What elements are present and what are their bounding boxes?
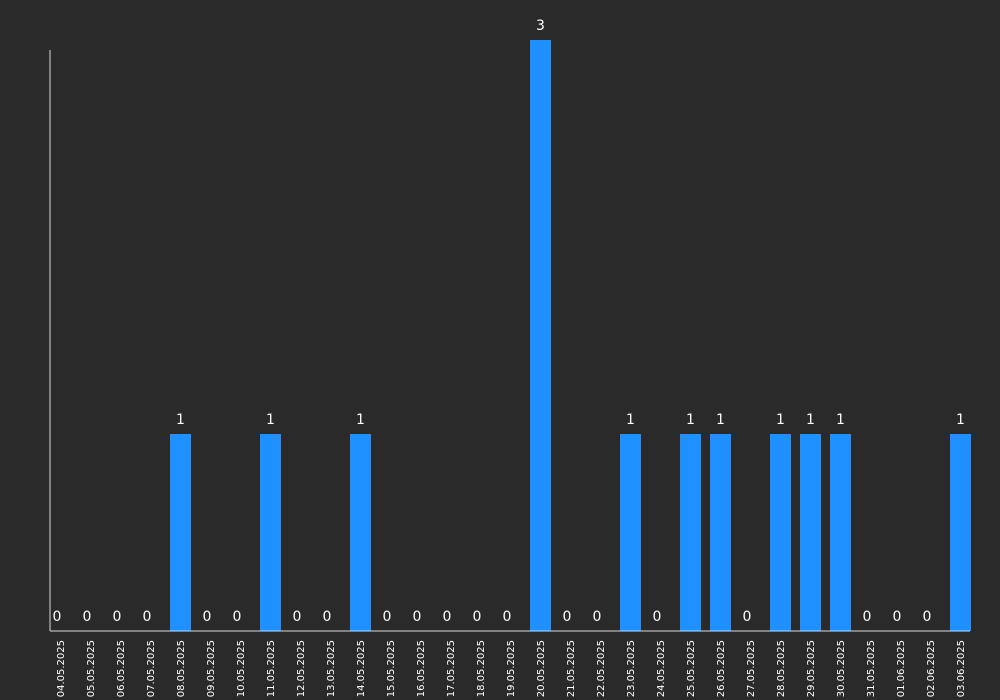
value-label-25.05.2025: 1 bbox=[686, 412, 695, 428]
value-label-30.05.2025: 1 bbox=[836, 412, 845, 428]
x-tick-label-11.05.2025: 11.05.2025 bbox=[266, 640, 277, 697]
value-label-24.05.2025: 0 bbox=[653, 609, 662, 625]
x-tick-label-03.06.2025: 03.06.2025 bbox=[956, 640, 967, 697]
x-tick-label-09.05.2025: 09.05.2025 bbox=[206, 640, 217, 697]
x-tick-label-17.05.2025: 17.05.2025 bbox=[446, 640, 457, 697]
x-tick-label-23.05.2025: 23.05.2025 bbox=[626, 640, 637, 697]
bar-20.05.2025 bbox=[530, 40, 551, 631]
value-label-01.06.2025: 0 bbox=[893, 609, 902, 625]
value-label-31.05.2025: 0 bbox=[863, 609, 872, 625]
x-tick-label-18.05.2025: 18.05.2025 bbox=[476, 640, 487, 697]
value-label-02.06.2025: 0 bbox=[923, 609, 932, 625]
x-tick-label-01.06.2025: 01.06.2025 bbox=[896, 640, 907, 697]
x-tick-label-10.05.2025: 10.05.2025 bbox=[236, 640, 247, 697]
bar-26.05.2025 bbox=[710, 434, 731, 631]
value-label-26.05.2025: 1 bbox=[716, 412, 725, 428]
bar-03.06.2025 bbox=[950, 434, 971, 631]
x-tick-label-14.05.2025: 14.05.2025 bbox=[356, 640, 367, 697]
x-tick-label-24.05.2025: 24.05.2025 bbox=[656, 640, 667, 697]
value-label-23.05.2025: 1 bbox=[626, 412, 635, 428]
value-label-19.05.2025: 0 bbox=[503, 609, 512, 625]
x-tick-label-16.05.2025: 16.05.2025 bbox=[416, 640, 427, 697]
value-label-14.05.2025: 1 bbox=[356, 412, 365, 428]
x-tick-labels-layer: 04.05.2025 05.05.2025 06.05.2025 07.05.2025… bbox=[56, 640, 967, 697]
x-tick-label-28.05.2025: 28.05.2025 bbox=[776, 640, 787, 697]
x-tick-label-05.05.2025: 05.05.2025 bbox=[86, 640, 97, 697]
x-tick-label-13.05.2025: 13.05.2025 bbox=[326, 640, 337, 697]
x-tick-label-19.05.2025: 19.05.2025 bbox=[506, 640, 517, 697]
value-label-27.05.2025: 0 bbox=[743, 609, 752, 625]
x-tick-label-30.05.2025: 30.05.2025 bbox=[836, 640, 847, 697]
x-tick-label-06.05.2025: 06.05.2025 bbox=[116, 640, 127, 697]
x-tick-label-12.05.2025: 12.05.2025 bbox=[296, 640, 307, 697]
x-tick-label-20.05.2025: 20.05.2025 bbox=[536, 640, 547, 697]
value-label-13.05.2025: 0 bbox=[323, 609, 332, 625]
bar-29.05.2025 bbox=[800, 434, 821, 631]
x-tick-label-22.05.2025: 22.05.2025 bbox=[596, 640, 607, 697]
x-tick-label-27.05.2025: 27.05.2025 bbox=[746, 640, 757, 697]
value-label-21.05.2025: 0 bbox=[563, 609, 572, 625]
x-tick-label-29.05.2025: 29.05.2025 bbox=[806, 640, 817, 697]
value-label-07.05.2025: 0 bbox=[143, 609, 152, 625]
value-label-28.05.2025: 1 bbox=[776, 412, 785, 428]
value-label-08.05.2025: 1 bbox=[176, 412, 185, 428]
value-label-18.05.2025: 0 bbox=[473, 609, 482, 625]
x-tick-label-08.05.2025: 08.05.2025 bbox=[176, 640, 187, 697]
bar-30.05.2025 bbox=[830, 434, 851, 631]
value-label-29.05.2025: 1 bbox=[806, 412, 815, 428]
bars-layer bbox=[170, 40, 971, 631]
bar-08.05.2025 bbox=[170, 434, 191, 631]
value-label-15.05.2025: 0 bbox=[383, 609, 392, 625]
bar-11.05.2025 bbox=[260, 434, 281, 631]
bar-23.05.2025 bbox=[620, 434, 641, 631]
value-label-06.05.2025: 0 bbox=[113, 609, 122, 625]
value-label-03.06.2025: 1 bbox=[956, 412, 965, 428]
value-label-10.05.2025: 0 bbox=[233, 609, 242, 625]
value-label-09.05.2025: 0 bbox=[203, 609, 212, 625]
value-label-22.05.2025: 0 bbox=[593, 609, 602, 625]
value-label-20.05.2025: 3 bbox=[536, 18, 545, 34]
x-tick-label-25.05.2025: 25.05.2025 bbox=[686, 640, 697, 697]
x-tick-label-04.05.2025: 04.05.2025 bbox=[56, 640, 67, 697]
x-tick-label-26.05.2025: 26.05.2025 bbox=[716, 640, 727, 697]
x-tick-label-31.05.2025: 31.05.2025 bbox=[866, 640, 877, 697]
value-label-04.05.2025: 0 bbox=[53, 609, 62, 625]
bar-28.05.2025 bbox=[770, 434, 791, 631]
x-tick-label-15.05.2025: 15.05.2025 bbox=[386, 640, 397, 697]
x-tick-label-07.05.2025: 07.05.2025 bbox=[146, 640, 157, 697]
bar-14.05.2025 bbox=[350, 434, 371, 631]
value-label-05.05.2025: 0 bbox=[83, 609, 92, 625]
value-label-11.05.2025: 1 bbox=[266, 412, 275, 428]
x-tick-label-02.06.2025: 02.06.2025 bbox=[926, 640, 937, 697]
x-tick-label-21.05.2025: 21.05.2025 bbox=[566, 640, 577, 697]
value-label-12.05.2025: 0 bbox=[293, 609, 302, 625]
bar-25.05.2025 bbox=[680, 434, 701, 631]
value-label-16.05.2025: 0 bbox=[413, 609, 422, 625]
value-labels-layer: 0 0 0 0 1 0 0 1 0 0 1 0 0 0 0 0 3 0 0 1 0 1 1 0 1 1 1 0 0 0 1 bbox=[53, 18, 965, 625]
value-label-17.05.2025: 0 bbox=[443, 609, 452, 625]
